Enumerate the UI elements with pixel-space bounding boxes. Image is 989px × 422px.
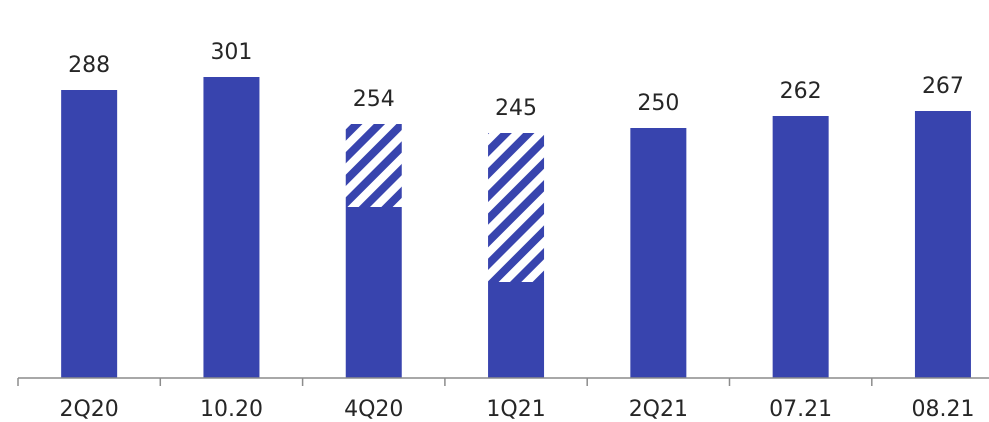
x-tick-label: 1Q21 bbox=[486, 397, 545, 422]
x-tick-labels: 2Q20 10.20 4Q20 1Q21 2Q21 07.21 08.21 bbox=[59, 397, 974, 422]
x-tick-label: 4Q20 bbox=[344, 397, 403, 422]
data-label: 288 bbox=[68, 53, 110, 78]
x-tick-label: 07.21 bbox=[769, 397, 832, 422]
x-axis bbox=[17, 377, 989, 386]
bar-1q21 bbox=[488, 282, 545, 378]
data-label: 301 bbox=[210, 40, 252, 65]
bars bbox=[61, 77, 971, 378]
x-tick-label: 10.20 bbox=[200, 397, 263, 422]
data-label: 254 bbox=[353, 87, 395, 112]
bar-10-20 bbox=[203, 77, 260, 378]
bar-2q20 bbox=[61, 90, 118, 378]
data-labels: 288 301 254 245 250 262 267 bbox=[68, 40, 964, 121]
x-tick-label: 08.21 bbox=[911, 397, 974, 422]
bar-hatched-4q20 bbox=[345, 124, 402, 207]
bar-4q20 bbox=[345, 207, 402, 378]
bar-hatched-1q21 bbox=[488, 133, 545, 282]
x-tick-label: 2Q21 bbox=[629, 397, 688, 422]
data-label: 245 bbox=[495, 96, 537, 121]
x-tick-label: 2Q20 bbox=[59, 397, 118, 422]
bar-08-21 bbox=[914, 111, 971, 378]
data-label: 267 bbox=[922, 74, 964, 99]
bar-07-21 bbox=[772, 116, 829, 378]
data-label: 262 bbox=[780, 79, 822, 104]
bar-2q21 bbox=[630, 128, 687, 378]
data-label: 250 bbox=[637, 91, 679, 116]
